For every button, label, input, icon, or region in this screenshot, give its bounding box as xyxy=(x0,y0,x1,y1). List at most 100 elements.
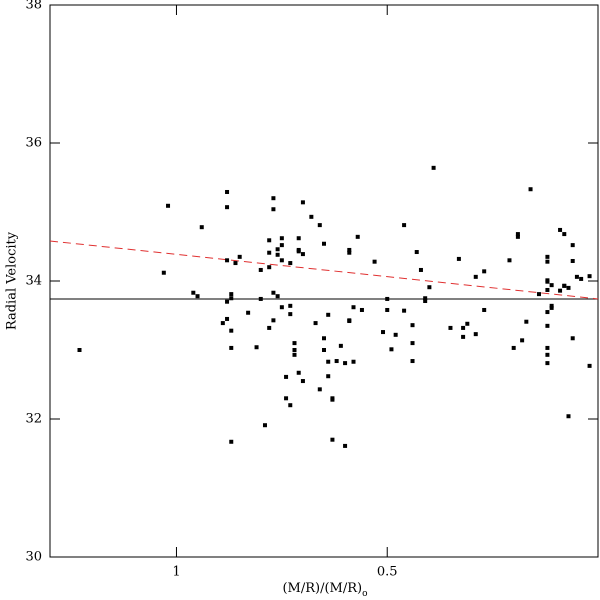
data-point xyxy=(414,250,419,255)
x-tick-label: 0.5 xyxy=(377,565,398,580)
data-point xyxy=(385,307,390,312)
data-point xyxy=(347,247,352,252)
data-point xyxy=(77,348,82,352)
data-point xyxy=(456,256,461,261)
data-point xyxy=(482,269,487,274)
data-point xyxy=(465,321,470,326)
data-point xyxy=(545,310,550,315)
data-point xyxy=(292,352,297,357)
data-point xyxy=(246,310,251,315)
data-point xyxy=(271,196,276,201)
y-axis-label: Radial Velocity xyxy=(5,231,20,330)
data-point xyxy=(300,252,305,257)
data-point xyxy=(351,305,356,310)
data-point xyxy=(566,285,571,290)
data-point xyxy=(267,325,272,330)
data-point xyxy=(225,258,230,263)
data-point xyxy=(574,274,579,279)
data-point xyxy=(309,214,314,219)
data-point xyxy=(545,323,550,328)
plot-frame xyxy=(49,4,599,558)
data-point xyxy=(330,396,335,401)
data-point xyxy=(347,318,352,323)
data-point xyxy=(191,290,196,295)
data-point xyxy=(334,359,339,364)
data-point xyxy=(461,334,466,339)
data-point xyxy=(545,352,550,357)
data-point xyxy=(587,274,592,279)
data-point xyxy=(229,328,234,333)
data-point xyxy=(225,299,230,304)
data-point xyxy=(275,247,280,252)
data-point xyxy=(284,374,289,379)
data-point xyxy=(448,325,453,330)
data-point xyxy=(402,223,407,228)
data-point xyxy=(566,414,571,419)
data-point xyxy=(275,252,280,257)
data-point xyxy=(587,363,592,368)
data-point xyxy=(296,370,301,375)
data-point xyxy=(393,332,398,337)
data-point xyxy=(418,267,423,272)
data-point xyxy=(515,234,520,239)
data-point xyxy=(288,312,293,317)
data-point xyxy=(267,265,272,270)
x-axis-label-main: (M/R)/(M/R) xyxy=(282,581,362,596)
data-point xyxy=(279,305,284,310)
data-point xyxy=(225,205,230,210)
data-point xyxy=(549,305,554,310)
data-point xyxy=(313,321,318,326)
data-point xyxy=(275,294,280,299)
data-point xyxy=(343,361,348,366)
data-point xyxy=(558,288,563,293)
data-point xyxy=(288,303,293,308)
x-axis-label-subscript: o xyxy=(362,589,367,599)
data-point xyxy=(423,299,428,304)
data-point xyxy=(351,359,356,364)
data-point xyxy=(262,423,267,428)
data-point xyxy=(545,287,550,292)
reference-line xyxy=(49,240,599,300)
data-point xyxy=(326,374,331,379)
data-point xyxy=(296,249,301,254)
data-point xyxy=(562,283,567,288)
data-point xyxy=(225,316,230,321)
data-point xyxy=(545,254,550,259)
data-point xyxy=(258,267,263,272)
data-point xyxy=(381,330,386,335)
data-point xyxy=(338,343,343,348)
data-point xyxy=(410,341,415,346)
data-point xyxy=(359,307,364,312)
data-point xyxy=(473,274,478,279)
data-point xyxy=(545,278,550,283)
data-point xyxy=(292,348,297,352)
data-point xyxy=(482,307,487,312)
data-point xyxy=(570,258,575,263)
data-point xyxy=(271,207,276,212)
data-point xyxy=(536,292,541,297)
data-point xyxy=(545,345,550,350)
data-point xyxy=(545,361,550,366)
data-point xyxy=(229,345,234,350)
data-point xyxy=(225,189,230,194)
data-point xyxy=(528,187,533,192)
data-point xyxy=(473,332,478,337)
data-point xyxy=(292,341,297,346)
data-point xyxy=(317,387,322,392)
data-point xyxy=(296,236,301,241)
data-point xyxy=(279,243,284,248)
data-point xyxy=(461,325,466,330)
data-point xyxy=(258,296,263,301)
data-point xyxy=(267,238,272,243)
data-point xyxy=(326,359,331,364)
y-tick-label: 36 xyxy=(25,136,42,151)
y-tick-label: 32 xyxy=(25,412,42,427)
data-point xyxy=(330,437,335,442)
data-point xyxy=(300,200,305,205)
data-point xyxy=(229,296,234,301)
data-point xyxy=(161,270,166,275)
data-point xyxy=(570,243,575,248)
data-point xyxy=(431,165,436,170)
data-point xyxy=(284,396,289,401)
data-point xyxy=(237,254,242,259)
